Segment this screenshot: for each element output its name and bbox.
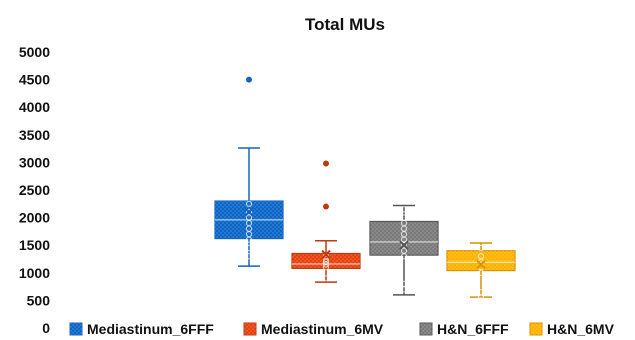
outlier-point [323, 203, 329, 210]
legend-label: H&N_6FFF [437, 321, 509, 337]
mean-marker [321, 249, 331, 260]
data-point [400, 206, 408, 213]
box-texture [370, 221, 438, 256]
y-tick-label: 3000 [19, 154, 50, 170]
legend-item: Mediastinum_6MV [243, 321, 384, 337]
mean-marker [399, 240, 409, 250]
box-group-mediastinum-6fff [214, 76, 284, 267]
outlier-point [323, 160, 329, 167]
legend-item: H&N_6MV [529, 321, 615, 337]
data-point [322, 275, 330, 282]
data-point [245, 253, 253, 260]
legend-swatch-texture [420, 323, 432, 335]
data-point [245, 244, 253, 252]
outlier-point [246, 76, 252, 83]
plot-area [214, 76, 516, 304]
legend-label: Mediastinum_6FFF [87, 321, 214, 337]
legend-label: Mediastinum_6MV [261, 321, 384, 337]
data-point [322, 255, 330, 263]
y-tick-label: 4500 [19, 72, 50, 88]
y-tick-label: 1000 [19, 265, 50, 281]
y-axis: 0 500 1000 1500 2000 2500 3000 3500 4000 4500 5000 [19, 44, 50, 336]
data-point [477, 297, 485, 304]
legend-label: H&N_6MV [547, 321, 615, 337]
y-tick-label: 1500 [19, 237, 50, 253]
data-point [477, 289, 485, 296]
y-tick-label: 500 [27, 292, 51, 308]
y-tick-label: 5000 [19, 44, 50, 60]
legend-item: H&N_6FFF [419, 321, 509, 337]
y-tick-label: 2000 [19, 210, 50, 226]
legend-item: Mediastinum_6FFF [69, 321, 214, 337]
y-tick-label: 4000 [19, 99, 50, 115]
data-point [400, 214, 408, 221]
legend-swatch-texture [70, 323, 82, 335]
mean-marker [476, 259, 486, 270]
mean-marker [244, 207, 254, 217]
chart-title: Total MUs [305, 15, 385, 34]
box-group-mediastinum-6mv [291, 160, 361, 283]
y-tick-label: 0 [42, 320, 50, 336]
data-point [245, 200, 253, 207]
data-point [245, 208, 253, 216]
data-point [477, 253, 485, 260]
y-tick-label: 2500 [19, 182, 50, 198]
data-point [477, 244, 485, 252]
legend-swatch-texture [244, 323, 256, 335]
y-tick-label: 3500 [19, 127, 50, 143]
box-group-h-n-6mv [446, 242, 516, 304]
legend-swatch-texture [530, 323, 542, 335]
box-group-h-n-6fff [369, 204, 439, 296]
data-point [400, 280, 408, 287]
box-texture [447, 250, 515, 271]
legend: Mediastinum_6FFF Mediastinum_6MV H&N_6FFF H… [69, 321, 615, 337]
